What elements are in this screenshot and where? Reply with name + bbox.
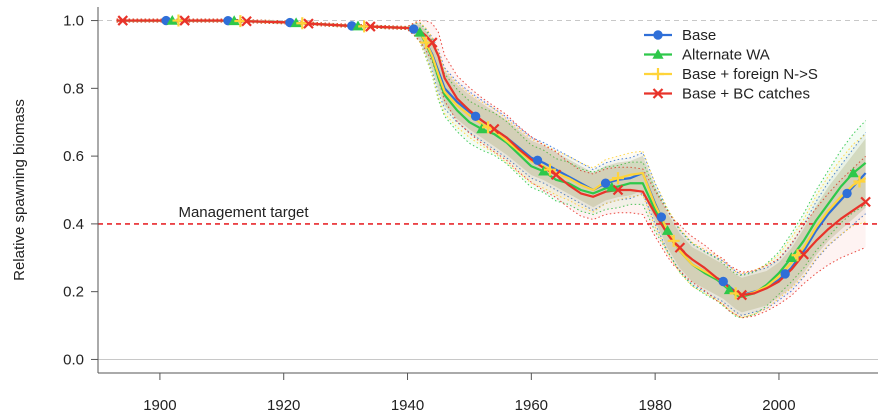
marker-alternate-wa-9 bbox=[723, 284, 736, 295]
band-upper-base-foreign-n-s bbox=[116, 18, 866, 275]
y-axis-title: Relative spawning biomass bbox=[11, 99, 28, 281]
band-fill-base-bc-catches bbox=[116, 19, 866, 318]
marker-alternate-wa-5 bbox=[476, 123, 488, 134]
marker-alternate-wa-8 bbox=[661, 225, 674, 235]
band-overlap bbox=[116, 19, 866, 313]
y-tick-label: 0.4 bbox=[63, 216, 84, 233]
marker-base-4 bbox=[409, 24, 419, 34]
legend-label-base: Base bbox=[682, 27, 716, 44]
marker-base-bc-catches-10 bbox=[736, 289, 748, 301]
band-fill-alternate-wa bbox=[116, 19, 866, 318]
y-tick-label: 0.6 bbox=[63, 148, 84, 165]
axes: 0.0 0.2 0.4 0.6 0.8 1.0 1900 1920 1940 1960 1980 20… bbox=[63, 7, 878, 414]
marker-base-bc-catches-2 bbox=[241, 15, 252, 27]
series-markers bbox=[117, 14, 871, 301]
x-tick-label: 1920 bbox=[267, 397, 300, 414]
marker-base-9 bbox=[718, 276, 728, 287]
marker-base-bc-catches-9 bbox=[674, 242, 686, 253]
legend-label-base-bc-catches: Base + BC catches bbox=[682, 86, 810, 103]
marker-alternate-wa-0 bbox=[166, 14, 178, 25]
confidence-bands bbox=[116, 18, 867, 319]
marker-alternate-wa-10 bbox=[785, 252, 797, 262]
marker-base-foreign-n-s-1 bbox=[234, 15, 247, 28]
legend: Base Alternate WA Base + foreign N->S Base … bbox=[644, 27, 818, 103]
marker-base-bc-catches-0 bbox=[117, 15, 129, 26]
marker-base-bc-catches-1 bbox=[179, 15, 190, 26]
marker-base-11 bbox=[842, 188, 852, 199]
y-tick-label: 0.8 bbox=[63, 80, 84, 97]
marker-base-foreign-n-s-0 bbox=[172, 14, 185, 27]
marker-base-bc-catches-8 bbox=[612, 184, 624, 196]
marker-alternate-wa-2 bbox=[290, 17, 302, 28]
legend-marker-alternate-wa bbox=[652, 48, 664, 59]
legend-marker-base-bc-catches bbox=[652, 88, 664, 99]
legend-marker-base-foreign-n-s bbox=[652, 68, 664, 80]
marker-base-bc-catches-12 bbox=[860, 196, 871, 208]
marker-alternate-wa-7 bbox=[606, 181, 618, 192]
marker-alternate-wa-3 bbox=[352, 20, 364, 31]
marker-base-foreign-n-s-4 bbox=[420, 36, 433, 49]
marker-base-bc-catches-3 bbox=[303, 18, 314, 29]
marker-base-foreign-n-s-6 bbox=[543, 163, 556, 176]
marker-alternate-wa-6 bbox=[538, 165, 550, 176]
y-tick-label: 0.2 bbox=[63, 284, 84, 301]
marker-base-bc-catches-7 bbox=[550, 169, 562, 181]
marker-alternate-wa-11 bbox=[847, 167, 859, 178]
marker-base-10 bbox=[780, 269, 790, 279]
marker-base-foreign-n-s-11 bbox=[853, 175, 866, 188]
marker-base-bc-catches-11 bbox=[798, 249, 809, 260]
marker-base-8 bbox=[656, 212, 667, 222]
management-target-label: Management target bbox=[178, 204, 309, 221]
band-lower-base-bc-catches bbox=[116, 21, 866, 319]
marker-base-foreign-n-s-3 bbox=[358, 20, 371, 33]
marker-base-5 bbox=[470, 111, 481, 121]
x-tick-label: 1900 bbox=[143, 397, 176, 414]
x-tick-label: 1980 bbox=[638, 397, 671, 414]
y-tick-label: 1.0 bbox=[63, 13, 84, 30]
band-upper-base-bc-catches bbox=[116, 18, 866, 273]
marker-alternate-wa-1 bbox=[228, 15, 240, 26]
marker-alternate-wa-4 bbox=[414, 26, 426, 37]
x-tick-label: 1940 bbox=[391, 397, 424, 414]
marker-base-bc-catches-5 bbox=[427, 37, 438, 48]
marker-base-foreign-n-s-7 bbox=[612, 172, 624, 185]
legend-label-alternate-wa: Alternate WA bbox=[682, 47, 770, 64]
x-tick-label: 1960 bbox=[515, 397, 548, 414]
legend-label-base-foreign-n-s: Base + foreign N->S bbox=[682, 66, 818, 83]
marker-base-bc-catches-4 bbox=[365, 21, 376, 32]
band-lower-base-foreign-n-s bbox=[116, 21, 866, 319]
marker-base-foreign-n-s-8 bbox=[667, 234, 680, 247]
x-tick-label: 2000 bbox=[762, 397, 795, 414]
marker-base-7 bbox=[600, 178, 611, 188]
marker-base-foreign-n-s-2 bbox=[296, 17, 309, 30]
marker-base-bc-catches-6 bbox=[488, 123, 500, 135]
marker-base-6 bbox=[532, 155, 543, 166]
y-tick-label: 0.0 bbox=[63, 351, 84, 368]
legend-marker-base bbox=[653, 30, 663, 40]
band-fill-base-foreign-n-s bbox=[116, 19, 866, 318]
